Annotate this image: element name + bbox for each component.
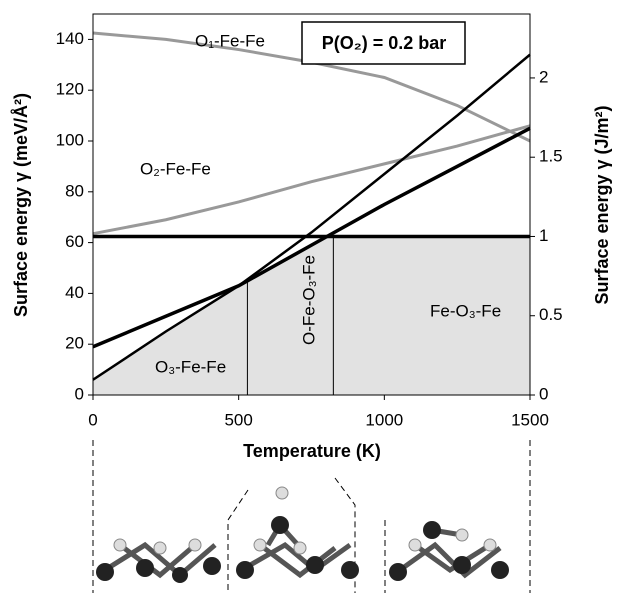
plot: O₁-Fe-Fe O₂-Fe-Fe O₃-Fe-Fe O-Fe-O₃-Fe Fe-O₃-… bbox=[56, 13, 563, 429]
y2-tick-label: 1.5 bbox=[539, 147, 563, 166]
series-line bbox=[92, 124, 531, 236]
y-tick-label: 20 bbox=[65, 334, 84, 353]
y-tick-label: 80 bbox=[65, 181, 84, 200]
y-tick-label: 40 bbox=[65, 283, 84, 302]
series-label: O₃-Fe-Fe bbox=[155, 357, 226, 376]
y-tick-label: 60 bbox=[65, 232, 84, 251]
stable-region bbox=[93, 236, 530, 395]
y-tick-label: 0 bbox=[75, 384, 84, 403]
series-label: O₂-Fe-Fe bbox=[140, 159, 211, 178]
x-tick-label: 500 bbox=[224, 410, 252, 429]
series-line bbox=[92, 53, 531, 381]
x-axis-title: Temperature (K) bbox=[243, 441, 381, 461]
x-tick-label: 1000 bbox=[365, 410, 403, 429]
y2-tick-label: 0 bbox=[539, 384, 548, 403]
plot-frame bbox=[92, 13, 531, 396]
x-tick-label: 1500 bbox=[511, 410, 549, 429]
series-label: O-Fe-O₃-Fe bbox=[299, 255, 318, 345]
x-tick-label: 0 bbox=[88, 410, 97, 429]
y2-axis-title: Surface energy γ (J/m²) bbox=[592, 105, 612, 304]
y2-tick-label: 2 bbox=[539, 67, 548, 86]
series-line bbox=[92, 126, 531, 349]
series-label: Fe-O₃-Fe bbox=[430, 301, 501, 320]
series-label: O₁-Fe-Fe bbox=[195, 31, 265, 50]
structures bbox=[92, 440, 531, 593]
y-tick-label: 100 bbox=[56, 130, 84, 149]
y2-tick-label: 1 bbox=[539, 226, 548, 245]
y-axis-title: Surface energy γ (meV/Å²) bbox=[11, 93, 31, 317]
y-tick-label: 120 bbox=[56, 80, 84, 99]
annotation: P(O₂) = 0.2 bar bbox=[322, 33, 447, 53]
annotation-box bbox=[301, 21, 466, 65]
y2-tick-label: 0.5 bbox=[539, 305, 563, 324]
y-tick-label: 140 bbox=[56, 29, 84, 48]
